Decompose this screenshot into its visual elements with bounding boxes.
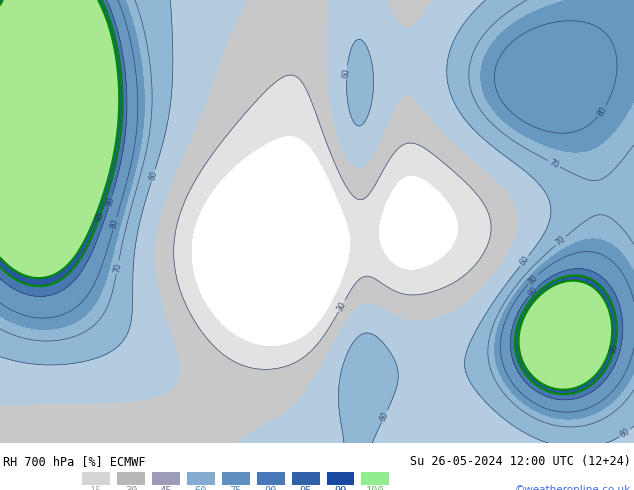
Bar [361,472,389,485]
Text: 15: 15 [90,486,103,490]
Text: 100: 100 [366,486,385,490]
Text: 95: 95 [94,210,106,222]
Text: 30: 30 [335,300,348,313]
Text: 80: 80 [526,273,540,286]
Text: 70: 70 [554,234,567,247]
Text: 45: 45 [160,486,172,490]
Text: 60: 60 [195,486,207,490]
Text: 60: 60 [148,170,159,181]
Text: 70: 70 [112,262,123,273]
Bar [257,472,285,485]
Bar [117,472,145,485]
Text: 60: 60 [378,410,391,422]
Text: RH 700 hPa [%] ECMWF: RH 700 hPa [%] ECMWF [3,455,146,468]
Bar [292,472,320,485]
Bar [152,472,180,485]
Text: 99: 99 [334,486,347,490]
Text: 80: 80 [109,218,120,229]
Bar [327,472,354,485]
Bar [82,472,110,485]
Bar [187,472,215,485]
Text: 30: 30 [125,486,138,490]
Text: 80: 80 [596,105,609,118]
Text: 90: 90 [105,195,116,207]
Text: 90: 90 [526,285,540,298]
Text: 95: 95 [609,343,620,354]
Text: 95: 95 [299,486,312,490]
Text: Su 26-05-2024 12:00 UTC (12+24): Su 26-05-2024 12:00 UTC (12+24) [410,455,631,468]
Text: 90: 90 [264,486,277,490]
Text: 70: 70 [548,158,560,170]
Text: 75: 75 [230,486,242,490]
Bar [222,472,250,485]
Text: 60: 60 [342,67,352,78]
Text: ©weatheronline.co.uk: ©weatheronline.co.uk [515,485,631,490]
Text: 60: 60 [619,426,632,440]
Text: 60: 60 [518,254,531,268]
